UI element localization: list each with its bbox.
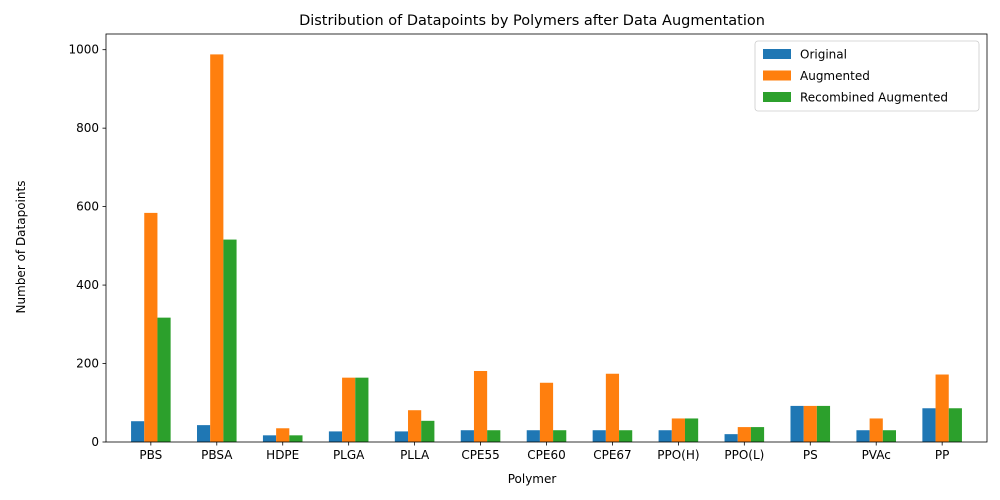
bar-recombined-augmented-ps — [816, 405, 831, 442]
bar-augmented-pbsa — [210, 54, 224, 443]
y-tick-label: 1000 — [68, 43, 99, 57]
legend-swatch — [763, 49, 791, 59]
bar-original-cpe67 — [592, 430, 606, 442]
x-axis-label: Polymer — [508, 472, 557, 486]
y-tick-label: 600 — [76, 200, 99, 214]
bar-original-pp — [922, 408, 936, 442]
x-tick-label: PS — [803, 448, 818, 462]
y-tick-label: 400 — [76, 278, 99, 292]
bar-original-hdpe — [262, 435, 277, 442]
chart-title: Distribution of Datapoints by Polymers a… — [299, 13, 765, 29]
bar-augmented-pvac — [869, 418, 883, 442]
legend-label: Recombined Augmented — [800, 91, 948, 105]
bar-recombined-augmented-cpe55 — [487, 430, 501, 442]
bar-original-plla — [394, 431, 409, 442]
x-tick-label: CPE60 — [527, 448, 565, 462]
bar-original-pvac — [856, 430, 870, 442]
bar-original-ppoh — [658, 430, 672, 442]
y-axis-label: Number of Datapoints — [14, 181, 28, 314]
y-axis-ticks: 0 200 400 600 800 1000 — [68, 43, 106, 449]
plot-area — [105, 33, 988, 443]
legend-swatch — [763, 70, 791, 81]
x-tick-label: PBS — [139, 448, 162, 462]
bar-recombined-augmented-pvac — [882, 430, 896, 442]
bar-original-pbsa — [197, 425, 211, 442]
bar-augmented-hdpe — [276, 428, 290, 442]
y-tick-label: 200 — [76, 357, 99, 371]
bar-recombined-augmented-ppol — [750, 427, 765, 442]
bar-augmented-pbs — [144, 212, 158, 442]
x-tick-label: PP — [935, 448, 949, 462]
bar-recombined-augmented-hdpe — [289, 435, 303, 442]
bar-augmented-cpe55 — [473, 370, 488, 442]
bar-recombined-augmented-ppoh — [684, 418, 699, 442]
bar-original-ps — [790, 405, 804, 442]
bar-recombined-augmented-plla — [421, 420, 435, 442]
bar-recombined-augmented-plga — [355, 377, 369, 442]
bar-augmented-pp — [935, 374, 949, 442]
x-tick-label: CPE67 — [593, 448, 631, 462]
x-tick-label: CPE55 — [461, 448, 499, 462]
bar-original-plga — [328, 431, 343, 442]
bar-augmented-plla — [408, 410, 422, 442]
bar-original-cpe55 — [460, 430, 474, 442]
bar-augmented-plga — [342, 377, 356, 442]
x-tick-label: PLLA — [400, 448, 430, 462]
bar-recombined-augmented-pbs — [157, 317, 171, 442]
bar-augmented-cpe67 — [605, 373, 620, 442]
bar-augmented-ppoh — [671, 418, 685, 442]
x-tick-label: PPO(L) — [724, 448, 764, 462]
bar-recombined-augmented-pp — [948, 408, 962, 442]
x-tick-label: PVAc — [862, 448, 891, 462]
bar-original-pbs — [131, 421, 145, 442]
legend-frame — [754, 40, 980, 112]
x-tick-label: PPO(H) — [657, 448, 699, 462]
bar-augmented-ps — [803, 405, 817, 442]
x-tick-label: PLGA — [333, 448, 365, 462]
y-tick-label: 800 — [76, 121, 99, 135]
x-tick-label: HDPE — [266, 448, 299, 462]
legend-label: Augmented — [800, 69, 870, 83]
bar-augmented-ppol — [737, 427, 751, 442]
bar-original-ppol — [724, 434, 738, 442]
legend-label: Original — [800, 48, 847, 62]
legend-swatch — [763, 92, 791, 102]
legend: Original Augmented Recombined Augmented — [754, 40, 980, 112]
bar-original-cpe60 — [526, 430, 540, 442]
bar-recombined-augmented-cpe60 — [553, 430, 567, 442]
bar-augmented-cpe60 — [539, 382, 554, 442]
x-tick-label: PBSA — [201, 448, 233, 462]
y-tick-label: 0 — [91, 435, 99, 449]
bar-recombined-augmented-cpe67 — [619, 430, 633, 442]
bar-recombined-augmented-pbsa — [223, 239, 237, 442]
x-axis-ticks: PBS PBSA HDPE PLGA PLLA CPE55 CPE60 CPE67 PPO(H)… — [139, 442, 949, 462]
